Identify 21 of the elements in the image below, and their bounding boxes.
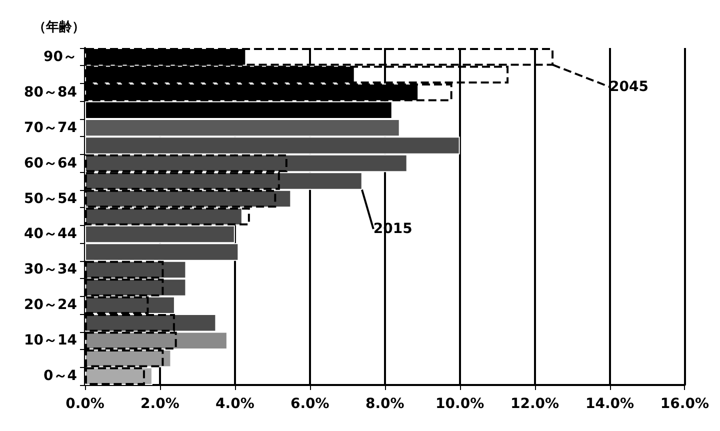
x-tick-label: 4.0% xyxy=(216,396,254,412)
y-tick-label: 10～14 xyxy=(24,332,78,349)
x-tick-label: 10.0% xyxy=(436,396,484,412)
y-tick-label: 50～54 xyxy=(24,190,78,207)
y-axis-title: （年齢） xyxy=(33,20,85,35)
y-tick-label: 30～34 xyxy=(24,262,78,278)
x-tick-label: 2.0% xyxy=(140,396,180,412)
y-tick-label: 70～74 xyxy=(24,120,78,136)
x-tick-label: 8.0% xyxy=(365,396,404,412)
x-tick-label: 14.0% xyxy=(585,396,634,412)
x-tick-label: 16.0% xyxy=(660,396,710,412)
y-tick-label: 60～64 xyxy=(24,155,78,172)
y-tick-label: 40～44 xyxy=(24,226,78,242)
x-tick-label: 6.0% xyxy=(290,396,330,412)
x-tick-label: 0.0% xyxy=(66,396,104,412)
y-tick-label: 80～84 xyxy=(24,84,78,100)
y-tick-label: 0～4 xyxy=(44,368,78,384)
x-tick-label: 12.0% xyxy=(510,396,560,412)
y-tick-label: 90～ xyxy=(44,48,77,65)
text: 2045 xyxy=(610,78,649,95)
y-tick-label: 20～24 xyxy=(24,297,78,314)
